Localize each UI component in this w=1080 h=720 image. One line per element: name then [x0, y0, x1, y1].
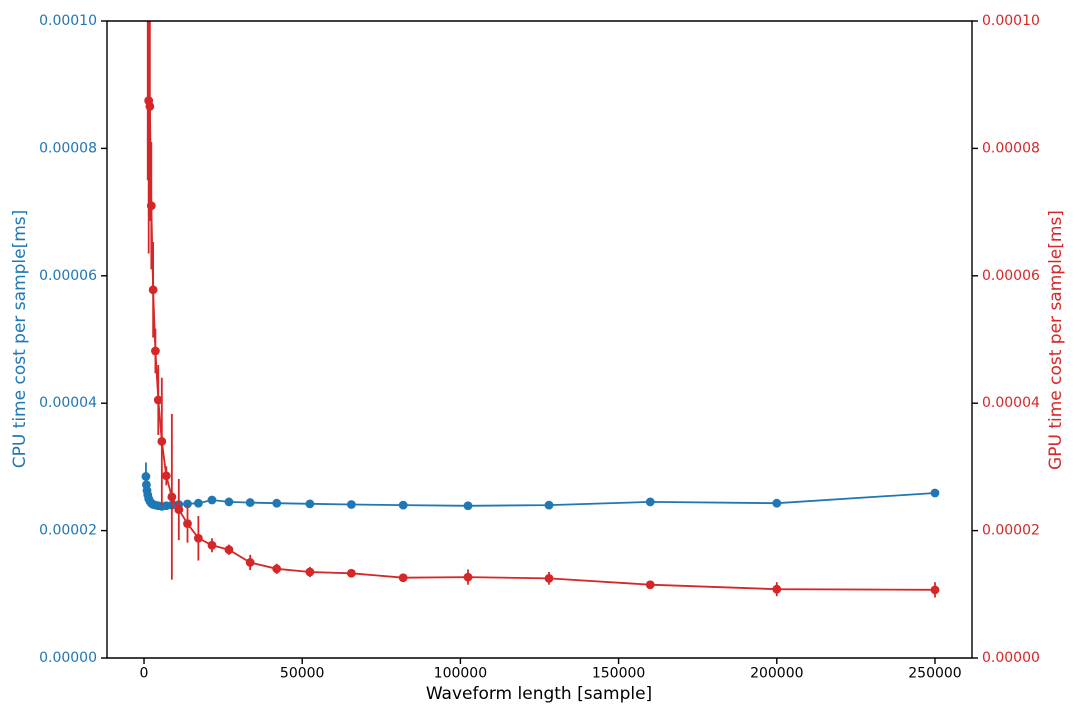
gpu-series [144, 21, 940, 598]
cpu-marker [207, 495, 217, 505]
gpu-marker [272, 564, 282, 574]
cpu-marker [272, 498, 282, 508]
right-y-tick-label: 0.00004 [982, 395, 1040, 411]
gpu-marker [645, 580, 655, 590]
left-y-axis-ticks: 0.00000 0.00002 0.00004 0.00006 0.00008 0.000… [39, 13, 107, 666]
cpu-marker [645, 497, 655, 507]
gpu-marker [174, 505, 184, 514]
cpu-marker [224, 497, 234, 507]
x-axis-ticks: 0 50000 100000 150000 200000 250000 [140, 658, 962, 682]
right-y-axis-ticks: 0.00000 0.00002 0.00004 0.00006 0.00008 0.000… [972, 13, 1040, 666]
cpu-marker [183, 499, 192, 509]
right-y-tick-label: 0.00010 [982, 13, 1040, 29]
right-y-axis-label: GPU time cost per sample[ms] [1046, 210, 1066, 470]
cpu-marker [398, 500, 408, 510]
gpu-marker [398, 573, 408, 583]
right-y-tick-label: 0.00000 [982, 650, 1040, 666]
cpu-marker [193, 498, 203, 508]
cpu-marker [305, 499, 315, 509]
cpu-marker [930, 488, 940, 498]
gpu-marker [148, 285, 158, 295]
cpu-marker [141, 472, 151, 481]
cpu-marker [544, 500, 554, 510]
gpu-marker [245, 558, 255, 567]
gpu-marker [207, 540, 217, 550]
x-tick-label: 0 [140, 666, 149, 682]
gpu-marker [930, 585, 940, 595]
gpu-marker [544, 573, 554, 583]
axes-spines [106, 20, 973, 659]
x-axis-label: Waveform length [sample] [425, 684, 653, 704]
right-y-tick-label: 0.00006 [982, 268, 1040, 284]
right-y-tick-label: 0.00008 [982, 140, 1040, 156]
left-y-tick-label: 0.00002 [39, 523, 97, 539]
gpu-marker [224, 545, 234, 555]
cpu-series [141, 462, 940, 511]
gpu-marker [183, 519, 192, 528]
x-tick-label: 200000 [750, 666, 803, 682]
gpu-marker [157, 437, 167, 446]
gpu-marker [167, 492, 177, 502]
cpu-marker [772, 498, 782, 508]
gpu-marker [772, 584, 782, 594]
x-tick-label: 50000 [280, 666, 325, 682]
gpu-marker [153, 395, 163, 405]
left-y-axis-label: CPU time cost per sample[ms] [10, 209, 30, 469]
left-y-tick-label: 0.00006 [39, 268, 97, 284]
gpu-marker [146, 201, 156, 211]
right-y-tick-label: 0.00002 [982, 523, 1040, 539]
gpu-marker [161, 471, 171, 481]
gpu-marker [193, 533, 203, 543]
cpu-line [145, 476, 936, 508]
x-tick-label: 100000 [434, 666, 487, 682]
gpu-marker [305, 567, 315, 577]
cpu-marker [463, 501, 473, 511]
gpu-marker [463, 572, 473, 582]
cpu-marker [346, 500, 356, 509]
left-y-tick-label: 0.00000 [39, 650, 97, 666]
left-y-tick-label: 0.00004 [39, 395, 97, 411]
cpu-marker [245, 498, 255, 507]
gpu-marker [151, 346, 160, 356]
left-y-tick-label: 0.00008 [39, 140, 97, 156]
x-tick-label: 250000 [908, 666, 961, 682]
gpu-marker [145, 101, 155, 111]
series-layer [141, 21, 940, 598]
gpu-marker [346, 568, 356, 578]
left-y-tick-label: 0.00010 [39, 13, 97, 29]
x-tick-label: 150000 [592, 666, 645, 682]
